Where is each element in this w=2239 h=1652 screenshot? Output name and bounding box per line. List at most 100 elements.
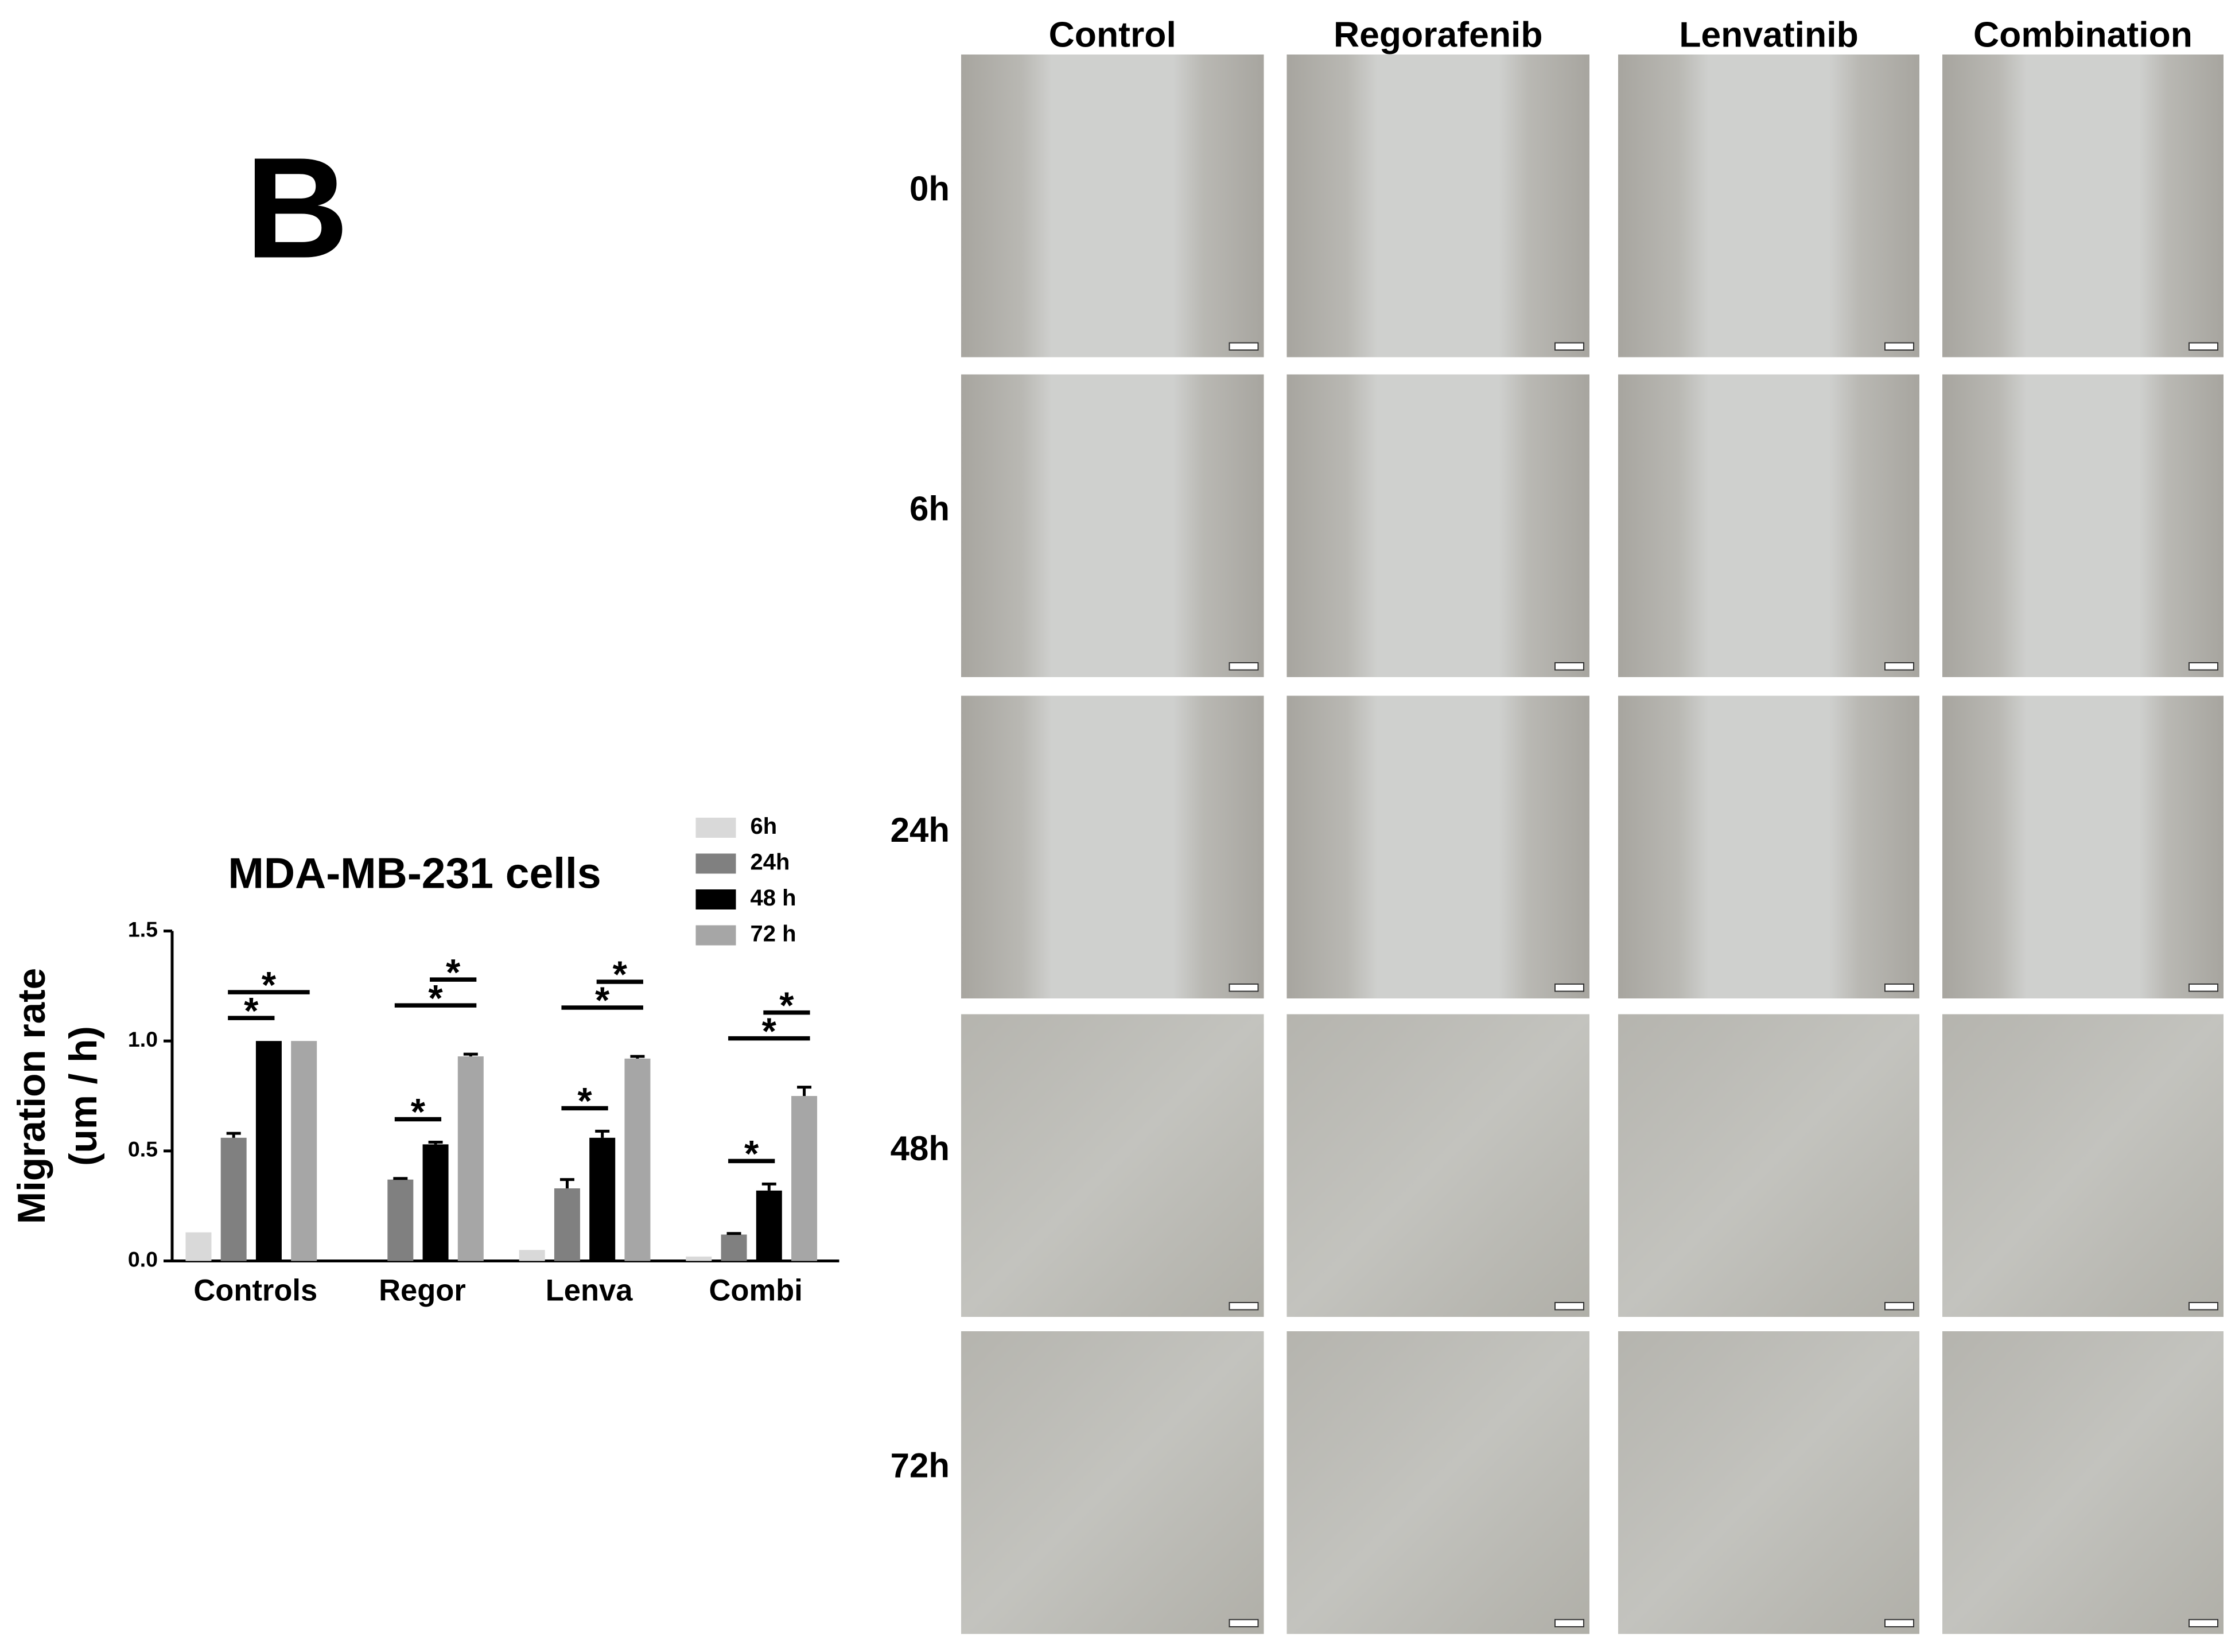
error-bar [797, 1086, 812, 1097]
bar [589, 1137, 616, 1261]
scale-bar [1884, 1619, 1914, 1627]
micrograph [1286, 1014, 1589, 1317]
significance-label: * [577, 1080, 592, 1122]
significance-label: * [262, 964, 277, 1006]
legend-swatch [695, 925, 736, 946]
significance-label: * [428, 977, 443, 1019]
legend-label: 6h [751, 814, 778, 839]
error-bar [630, 1055, 645, 1059]
bar [791, 1096, 818, 1261]
micrograph [1286, 55, 1589, 357]
micrograph [961, 1331, 1264, 1634]
y-tick-label: 1.5 [128, 917, 158, 941]
micrograph [1618, 1014, 1919, 1317]
micrograph [1942, 695, 2224, 998]
micrograph [1942, 374, 2224, 677]
error-bar [463, 1052, 478, 1057]
micrograph [1618, 55, 1919, 357]
legend-label: 48 h [751, 885, 796, 911]
significance-label: * [446, 951, 461, 993]
x-tick-label: Lenva [546, 1273, 633, 1307]
legend-label: 24h [751, 850, 790, 875]
bar [554, 1188, 580, 1261]
chart-title: MDA-MB-231 cells [228, 849, 601, 897]
micrograph [1942, 55, 2224, 357]
x-tick-label: Controls [193, 1273, 317, 1307]
bar [387, 1179, 414, 1261]
y-axis-label: Migration rate [10, 968, 53, 1224]
scale-bar [1554, 662, 1584, 671]
significance-label: * [595, 979, 610, 1021]
micrograph [1286, 695, 1589, 998]
bar [291, 1041, 317, 1261]
bar [519, 1250, 545, 1261]
bar [756, 1190, 782, 1261]
micrograph [961, 374, 1264, 677]
error-bar [761, 1182, 776, 1191]
significance-label: * [744, 1133, 759, 1175]
legend-swatch [695, 818, 736, 838]
x-tick-label: Combi [709, 1273, 803, 1307]
error-bar [726, 1232, 741, 1235]
scale-bar [1884, 984, 1914, 992]
error-bar [428, 1141, 443, 1145]
row-label: 24h [891, 811, 950, 849]
error-bar [393, 1177, 408, 1180]
scale-bar [1554, 1302, 1584, 1311]
bar [255, 1041, 282, 1261]
micrograph [1286, 1331, 1589, 1634]
legend-swatch [695, 889, 736, 909]
bar [220, 1137, 247, 1261]
micrograph [1618, 695, 1919, 998]
scale-bar [1884, 662, 1914, 671]
bar [185, 1232, 212, 1261]
scale-bar [1229, 1619, 1259, 1627]
error-bar [595, 1129, 610, 1138]
significance-label: * [411, 1091, 426, 1133]
row-label: 72h [891, 1447, 950, 1485]
micrograph [1618, 374, 1919, 677]
row-label: 0h [909, 170, 950, 208]
column-label: Combination [1973, 15, 2193, 55]
scale-bar [1884, 1302, 1914, 1311]
scale-bar [1229, 1302, 1259, 1311]
scale-bar [1229, 342, 1259, 351]
scale-bar [1229, 662, 1259, 671]
y-tick-label: 0.0 [128, 1247, 158, 1271]
error-bar [559, 1178, 574, 1189]
scale-bar [2188, 662, 2218, 671]
scale-bar [1884, 342, 1914, 351]
significance-label: * [779, 984, 794, 1026]
y-axis-label: (um / h) [62, 1026, 105, 1166]
micrograph [1942, 1331, 2224, 1634]
scale-bar [2188, 342, 2218, 351]
y-tick-label: 0.5 [128, 1137, 158, 1161]
scale-bar [1554, 342, 1584, 351]
panel-label: B [245, 128, 349, 288]
scale-bar [1229, 984, 1259, 992]
micrograph [961, 695, 1264, 998]
scale-bar [2188, 984, 2218, 992]
bar [457, 1056, 484, 1261]
column-label: Lenvatinib [1679, 15, 1859, 55]
legend-label: 72 h [751, 922, 796, 947]
y-tick-label: 1.0 [128, 1027, 158, 1051]
significance-label: * [244, 990, 259, 1032]
scale-bar [1554, 984, 1584, 992]
scale-bar [1554, 1619, 1584, 1627]
bar [686, 1256, 712, 1261]
column-label: Regorafenib [1334, 15, 1543, 55]
scale-bar [2188, 1302, 2218, 1311]
bar [422, 1144, 449, 1261]
micrograph [1618, 1331, 1919, 1634]
significance-label: * [762, 1010, 777, 1052]
error-bar [226, 1132, 241, 1138]
legend-swatch [695, 853, 736, 874]
row-label: 48h [891, 1129, 950, 1168]
bar [721, 1234, 747, 1261]
micrograph [1286, 374, 1589, 677]
column-label: Control [1049, 15, 1176, 55]
row-label: 6h [909, 489, 950, 528]
